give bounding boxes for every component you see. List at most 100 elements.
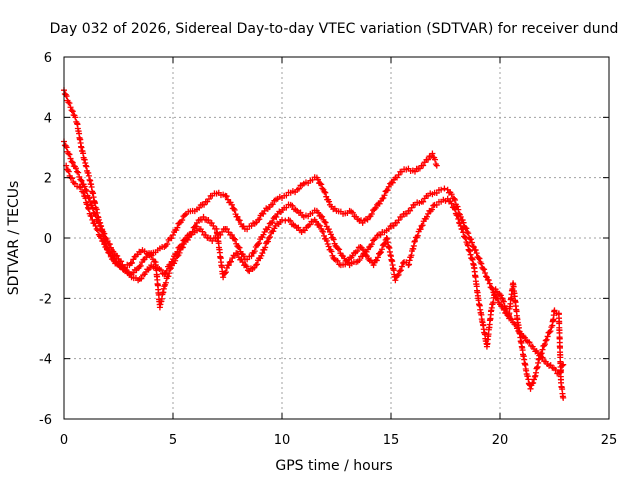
data-point <box>318 181 325 188</box>
data-point <box>425 156 432 163</box>
y-tick-label: 4 <box>44 111 52 126</box>
data-point <box>470 260 477 267</box>
data-point <box>101 241 108 248</box>
data-point <box>151 258 158 265</box>
data-point <box>225 262 232 269</box>
data-point <box>464 242 471 249</box>
data-point <box>411 238 418 245</box>
data-point <box>114 260 121 267</box>
data-point <box>273 213 280 220</box>
data-point <box>396 268 403 275</box>
data-point <box>125 270 132 277</box>
data-point <box>482 273 489 280</box>
data-point <box>101 230 108 237</box>
data-point <box>326 198 333 205</box>
x-tick-labels: 0 5 10 15 20 25 <box>60 433 617 448</box>
data-point <box>379 195 386 202</box>
data-point <box>384 187 391 194</box>
data-point <box>360 246 367 253</box>
y-tick-label: -2 <box>39 292 52 307</box>
data-point <box>373 257 380 264</box>
data-point <box>508 316 515 323</box>
data-point <box>376 200 383 207</box>
data-point <box>457 222 464 229</box>
data-point <box>231 206 238 213</box>
data-point <box>314 176 321 183</box>
data-point <box>172 257 179 264</box>
x-tick-label: 5 <box>169 433 177 448</box>
data-point <box>328 248 335 255</box>
x-tick-label: 10 <box>274 433 291 448</box>
data-point <box>334 257 341 264</box>
data-point <box>368 241 375 248</box>
data-point <box>269 219 276 226</box>
data-point <box>317 212 324 219</box>
data-point <box>469 243 476 250</box>
data-point <box>414 232 421 239</box>
data-point <box>486 280 493 287</box>
data-point <box>438 186 445 193</box>
data-point <box>316 222 323 229</box>
data-point <box>68 107 75 114</box>
data-point <box>264 238 271 245</box>
data-point <box>419 222 426 229</box>
data-point <box>189 228 196 235</box>
data-point <box>179 217 186 224</box>
data-point <box>322 219 329 226</box>
data-point <box>188 231 195 238</box>
data-point <box>137 262 144 269</box>
data-point <box>392 277 399 284</box>
data-point <box>234 250 241 257</box>
data-point <box>180 241 187 248</box>
data-point <box>65 168 72 175</box>
data-point <box>468 236 475 243</box>
data-point <box>433 162 440 169</box>
data-point <box>432 156 439 163</box>
y-tick-label: 2 <box>44 172 52 187</box>
data-point <box>334 245 341 252</box>
data-point <box>69 159 76 166</box>
data-point <box>66 100 73 107</box>
data-point <box>199 228 206 235</box>
data-point <box>429 150 436 157</box>
data-point <box>174 253 181 260</box>
data-point <box>420 198 427 205</box>
data-point <box>109 252 116 259</box>
data-point <box>321 188 328 195</box>
data-point <box>466 248 473 255</box>
data-point <box>67 104 74 111</box>
data-point <box>82 186 89 193</box>
data-point <box>77 176 84 183</box>
data-point <box>319 185 326 192</box>
data-point <box>148 252 155 259</box>
data-point <box>248 253 255 260</box>
data-point <box>260 231 267 238</box>
data-point <box>319 213 326 220</box>
data-point <box>165 273 172 280</box>
data-point <box>130 256 137 263</box>
data-point <box>168 235 175 242</box>
data-point <box>228 201 235 208</box>
data-point <box>482 270 489 277</box>
data-point <box>315 221 322 228</box>
data-point <box>542 337 549 344</box>
data-point <box>66 151 73 158</box>
y-tick-label: 0 <box>44 232 52 247</box>
data-point <box>420 162 427 169</box>
data-points <box>61 87 567 401</box>
data-point <box>106 241 113 248</box>
data-point <box>256 216 263 223</box>
data-point <box>184 236 191 243</box>
data-point <box>407 207 414 214</box>
data-point <box>315 209 322 216</box>
data-point <box>72 114 79 121</box>
data-point <box>478 260 485 267</box>
data-point <box>161 271 168 278</box>
data-point <box>441 185 448 192</box>
data-point <box>362 251 369 258</box>
data-point <box>372 204 379 211</box>
data-point <box>103 245 110 252</box>
y-axis-label: SDTVAR / TECUs <box>6 181 22 296</box>
data-point <box>468 255 475 262</box>
